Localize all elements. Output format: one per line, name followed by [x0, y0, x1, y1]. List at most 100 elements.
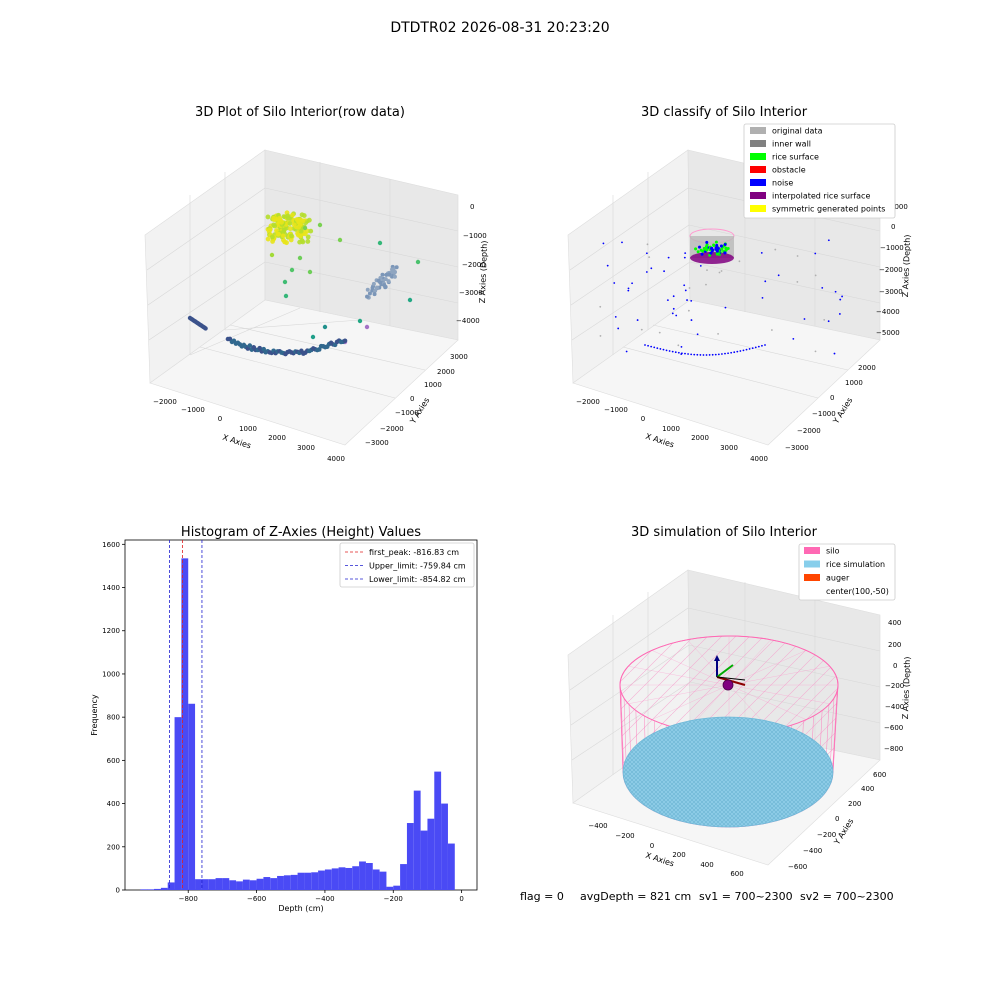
- histogram-bar: [242, 879, 250, 890]
- histogram-y-tick: 1000: [102, 670, 120, 678]
- classify-noise-point: [764, 280, 767, 283]
- legend-label: obstacle: [772, 166, 806, 175]
- raw-point: [306, 217, 312, 223]
- raw-point: [265, 236, 271, 242]
- classify-noise-point: [827, 239, 830, 242]
- classify-x-tick: 0: [641, 415, 645, 423]
- classify-noise-point: [814, 350, 817, 353]
- raw-point: [302, 225, 308, 231]
- histogram-bar: [420, 830, 428, 890]
- histogram-bar: [434, 771, 442, 890]
- classify-y-tick: 1000: [845, 379, 863, 387]
- histogram-y-tick: 400: [107, 800, 120, 808]
- panel-raw-data: 3D Plot of Silo Interior(row data) −2000…: [144, 105, 489, 463]
- classify-point: [714, 240, 718, 244]
- classify-noise-point: [640, 328, 643, 331]
- classify-noise-point: [613, 282, 616, 284]
- classify-noise-point: [814, 274, 817, 277]
- classify-noise-point: [690, 353, 693, 356]
- raw-x-tick: 2000: [268, 434, 286, 442]
- classify-x-tick: −2000: [576, 398, 600, 406]
- legend-swatch: [750, 153, 766, 160]
- classify-z-tick: −1000: [880, 244, 904, 252]
- histogram-y-ticks: 0 200 400 600 800 1000 1200 1400 1600: [102, 541, 125, 895]
- classify-noise-point: [839, 298, 842, 301]
- histogram-bar: [311, 872, 319, 890]
- classify-noise-point: [841, 295, 843, 298]
- histogram-x-tick: 0: [459, 895, 463, 903]
- histogram-legend-label: Lower_limit: -854.82 cm: [369, 575, 466, 584]
- classify-noise-point: [748, 348, 751, 350]
- histogram-bar: [277, 875, 284, 890]
- raw-z-tick: −1000: [463, 232, 487, 240]
- classify-y-tick: 0: [830, 394, 834, 402]
- raw-point: [317, 222, 323, 228]
- classify-point: [712, 243, 716, 247]
- classify-z-tick: −2000: [879, 266, 903, 274]
- sim-z-tick: −800: [884, 745, 903, 753]
- classify-noise-point: [760, 251, 763, 254]
- raw-z-tick: −3000: [459, 289, 483, 297]
- classify-noise-point: [814, 252, 817, 255]
- raw-point: [310, 334, 316, 340]
- classify-noise-point: [717, 332, 719, 335]
- histogram-bar: [352, 866, 360, 890]
- classify-noise-point: [714, 353, 717, 356]
- histogram-bar: [147, 889, 155, 890]
- classify-z-tick: −5000: [876, 329, 900, 337]
- classify-noise-point: [834, 290, 837, 293]
- histogram-x-tick: −400: [315, 895, 334, 903]
- raw-point: [364, 324, 370, 330]
- classify-point: [723, 251, 727, 255]
- raw-point: [302, 231, 308, 237]
- classify-noise-point: [650, 267, 653, 270]
- raw-point: [394, 265, 399, 270]
- raw-point: [299, 212, 305, 218]
- raw-point: [282, 279, 288, 285]
- classify-noise-point: [838, 313, 841, 315]
- classify-noise-point: [683, 256, 686, 259]
- histogram-y-tick: 1200: [102, 627, 120, 635]
- classify-point: [714, 246, 718, 250]
- histogram-x-tick: −200: [384, 895, 403, 903]
- classify-point: [704, 245, 708, 249]
- raw-point: [374, 285, 379, 290]
- legend-label: silo: [826, 547, 840, 556]
- classify-point: [720, 247, 724, 251]
- legend-swatch: [804, 560, 820, 568]
- raw-y-tick: −1000: [395, 409, 419, 417]
- raw-point: [415, 259, 421, 265]
- classify-noise-point: [663, 270, 665, 273]
- legend-label: auger: [826, 574, 850, 583]
- classify-noise-point: [645, 271, 648, 273]
- classify-point: [726, 247, 730, 251]
- raw-point: [297, 255, 303, 261]
- auger-z-arrowhead: [714, 655, 720, 661]
- classify-point: [696, 250, 700, 254]
- raw-z-ticks: −4000 −3000 −2000 −1000 0: [456, 203, 487, 325]
- histogram-bar: [331, 868, 339, 890]
- histogram-bar: [379, 871, 387, 890]
- raw-point: [267, 227, 273, 233]
- raw-point: [371, 281, 376, 286]
- histogram-bar: [174, 717, 182, 890]
- sim-y-tick: −600: [788, 863, 807, 871]
- classify-noise-point: [656, 347, 659, 350]
- silo-top-spoke: [651, 650, 730, 686]
- panel-classify: 3D classify of Silo Interior −2000 −1000…: [567, 105, 912, 463]
- sim-y-tick: 400: [861, 785, 874, 793]
- raw-point: [271, 215, 277, 221]
- histogram-y-tick: 0: [116, 887, 120, 895]
- classify-noise-point: [617, 327, 620, 330]
- classify-legend-box: [743, 123, 896, 219]
- auger-shaft: [716, 676, 746, 681]
- sim-x-tick: 600: [730, 870, 743, 878]
- classify-noise-point: [833, 352, 836, 355]
- raw-x-tick: 0: [218, 415, 222, 423]
- classify-noise-point: [627, 287, 630, 290]
- classify-y-tick: 2000: [858, 364, 876, 372]
- classify-noise-point: [738, 260, 741, 263]
- status-avg-depth: avgDepth = 821 cm: [580, 890, 691, 903]
- classify-noise-point: [671, 350, 674, 353]
- classify-y-ticks: −3000 −2000 −1000 0 1000 2000: [785, 364, 876, 452]
